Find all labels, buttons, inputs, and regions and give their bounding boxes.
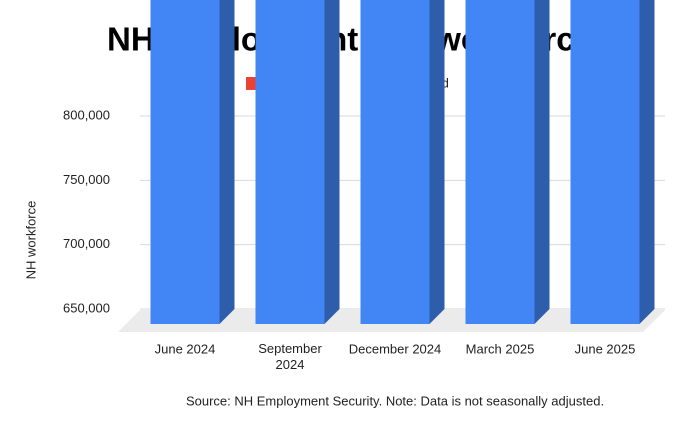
x-tick-label: September 2024 <box>258 341 322 372</box>
source-note: Source: NH Employment Security. Note: Da… <box>186 393 604 408</box>
x-tick-label: March 2025 <box>466 341 535 356</box>
y-tick-label: 650,000 <box>63 300 110 315</box>
bar-front <box>570 0 640 324</box>
bar-front <box>360 0 430 324</box>
bar-side <box>324 0 340 324</box>
bar-side <box>534 0 550 324</box>
bar-side <box>429 0 445 324</box>
bar-segment <box>150 0 235 324</box>
bar-front <box>465 0 535 324</box>
x-tick-label: June 2025 <box>575 341 636 356</box>
x-tick-label: December 2024 <box>349 341 442 356</box>
y-tick-label: 700,000 <box>63 236 110 251</box>
bar-segment <box>465 0 550 324</box>
y-tick-label: 750,000 <box>63 172 110 187</box>
y-axis-label: NH workforce <box>23 201 38 280</box>
y-tick-label: 800,000 <box>63 107 110 122</box>
bar-side <box>639 0 655 324</box>
bar-segment <box>255 0 340 324</box>
bar-segment <box>360 0 445 324</box>
bar-segment <box>570 0 655 324</box>
x-tick-label: June 2024 <box>155 341 216 356</box>
bar-front <box>255 0 325 324</box>
bar-side <box>219 0 235 324</box>
bar-front <box>150 0 220 324</box>
